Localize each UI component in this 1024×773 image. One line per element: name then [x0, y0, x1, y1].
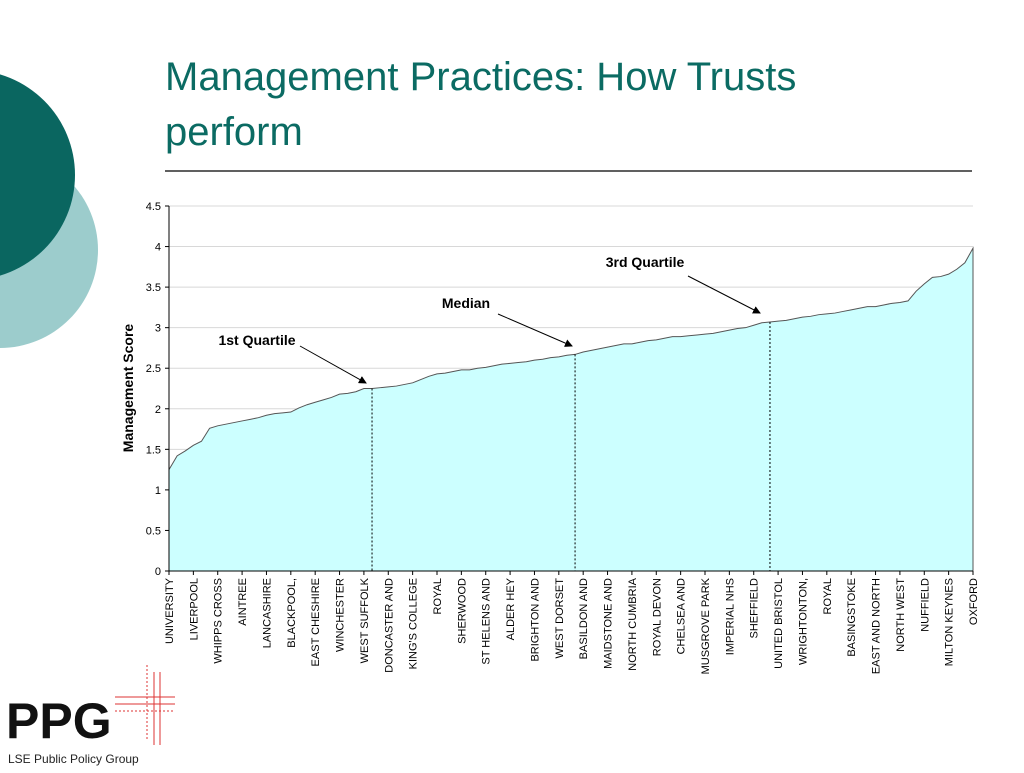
x-tick-label: DONCASTER AND [383, 578, 395, 673]
x-tick-label: UNIVERSITY [164, 577, 176, 644]
x-tick-label: EAST AND NORTH [871, 578, 883, 674]
area [168, 246, 974, 572]
x-tick-label: WEST SUFFOLK [359, 577, 371, 663]
x-tick-label: EAST CHESHIRE [310, 578, 322, 666]
x-tick-label: BASINGSTOKE [846, 578, 858, 657]
x-tick-label: MAIDSTONE AND [603, 578, 615, 669]
x-tick-label: ROYAL [822, 578, 834, 614]
annotation: 3rd Quartile [606, 254, 685, 270]
x-tick-label: KING'S COLLEGE [408, 578, 420, 669]
title: Management Practices: How Trusts [165, 55, 796, 99]
x-tick-label: CHELSEA AND [676, 578, 688, 654]
x-tick-label: LIVERPOOL [188, 578, 200, 640]
x-tick-label: BASILDON AND [578, 578, 590, 659]
annotation: Median [442, 295, 490, 311]
y-tick-label: 0 [155, 566, 161, 578]
y-tick-label: 2 [155, 404, 161, 416]
x-tick-label: UNITED BRISTOL [773, 578, 785, 669]
y-axis-label: Management Score [120, 324, 136, 453]
x-tick-label: ROYAL [432, 578, 444, 614]
x-tick-label: OXFORD [968, 578, 980, 625]
y-tick-label: 4 [155, 242, 161, 254]
x-tick-label: SHEFFIELD [749, 578, 761, 639]
y-tick-label: 3 [155, 323, 161, 335]
logo-name: PPG [6, 693, 112, 749]
x-tick-label: ST HELENS AND [481, 578, 493, 665]
plot: 0 0.5 1 1.5 2 2.5 3 3.5 4 4.5 UNIVERSITY LIVERPOOL W… [146, 201, 980, 674]
annotation-arrow [687, 275, 761, 314]
y-tick-label: 4.5 [146, 201, 161, 213]
x-tick-label: IMPERIAL NHS [724, 578, 736, 655]
y-tick-label: 3.5 [146, 282, 161, 294]
x-tick-label: WRIGHTONTON, [797, 578, 809, 665]
x-tick-label: SHERWOOD [456, 578, 468, 644]
x-tick-label: NUFFIELD [919, 578, 931, 632]
x-tick-label: MUSGROVE PARK [700, 577, 712, 674]
x-tick-label: LANCASHIRE [261, 578, 273, 648]
y-tick-label: 2.5 [146, 363, 161, 375]
x-tick-label: WINCHESTER [335, 578, 347, 652]
y-tick-label: 1 [155, 485, 161, 497]
x-tick-label: AINTREE [237, 578, 249, 626]
x-tick-label: NORTH CUMBRIA [627, 577, 639, 670]
x-tick-label: WEST DORSET [554, 578, 566, 659]
x-tick-label: WHIPPS CROSS [213, 578, 225, 664]
x-tick-label: BRIGHTON AND [529, 578, 541, 662]
decor-circle [0, 74, 75, 276]
annotation-arrow [299, 345, 367, 384]
x-tick-label: ROYAL DEVON [651, 578, 663, 656]
annotation-arrow [497, 313, 573, 347]
y-tick-label: 1.5 [146, 444, 161, 456]
annotation: 1st Quartile [218, 332, 295, 348]
x-tick-label: MILTON KEYNES [944, 578, 956, 666]
x-tick-label: ALDER HEY [505, 577, 517, 640]
y-tick-label: 0.5 [146, 525, 161, 537]
title: perform [165, 110, 303, 154]
logo-subtitle: LSE Public Policy Group [8, 752, 139, 766]
x-tick-label: NORTH WEST [895, 578, 907, 652]
logo-grid [115, 665, 175, 745]
x-tick-label: BLACKPOOL, [286, 578, 298, 648]
